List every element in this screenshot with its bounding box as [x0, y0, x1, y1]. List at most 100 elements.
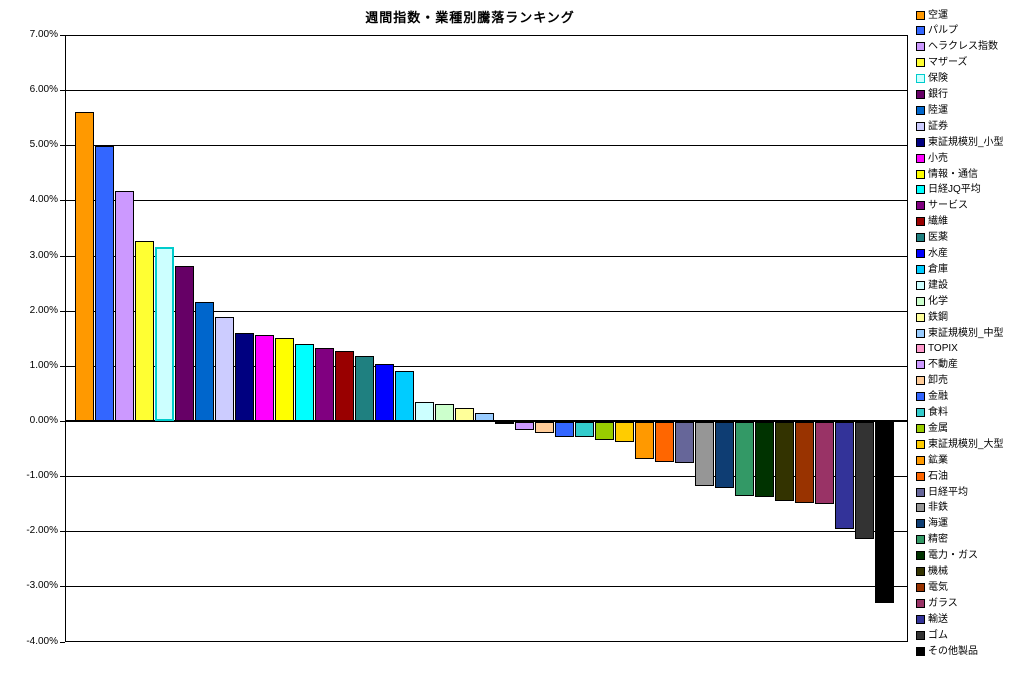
- legend-item-医薬[interactable]: 医薬: [916, 232, 948, 244]
- bar-機械[interactable]: [774, 422, 794, 502]
- legend-label: 銀行: [928, 89, 948, 100]
- legend-item-証券[interactable]: 証券: [916, 120, 948, 132]
- legend-item-建設[interactable]: 建設: [916, 279, 948, 291]
- bar-化学[interactable]: [434, 403, 454, 421]
- bar-建設[interactable]: [414, 401, 434, 421]
- bar-ヘラクレス指数[interactable]: [114, 191, 134, 421]
- legend-item-電気[interactable]: 電気: [916, 581, 948, 593]
- bar-ゴム[interactable]: [854, 422, 874, 539]
- legend-label: 日経JQ平均: [928, 184, 981, 196]
- legend-item-輸送[interactable]: 輸送: [916, 613, 948, 625]
- bar-不動産[interactable]: [514, 422, 534, 431]
- bar-日経平均[interactable]: [674, 422, 694, 463]
- bar-繊維[interactable]: [334, 350, 354, 421]
- bar-倉庫[interactable]: [394, 370, 414, 421]
- legend-item-ゴム[interactable]: ゴム: [916, 629, 948, 641]
- legend-item-東証規模別_中型[interactable]: 東証規模別_中型: [916, 327, 1004, 339]
- bar-情報・通信[interactable]: [274, 338, 294, 421]
- legend-item-化学[interactable]: 化学: [916, 295, 948, 307]
- bar-石油[interactable]: [654, 422, 674, 463]
- bar-証券[interactable]: [214, 316, 234, 421]
- legend-item-精密[interactable]: 精密: [916, 534, 948, 546]
- legend-item-電力・ガス[interactable]: 電力・ガス: [916, 550, 978, 562]
- bar-医薬[interactable]: [354, 356, 374, 421]
- legend-swatch-icon: [916, 392, 925, 402]
- bar-東証規模別_中型[interactable]: [474, 413, 494, 421]
- bar-金融[interactable]: [554, 422, 574, 438]
- legend-swatch-icon: [916, 185, 925, 195]
- bar-水産[interactable]: [374, 364, 394, 421]
- y-axis-label: 1.00%: [29, 359, 58, 371]
- legend-item-日経平均[interactable]: 日経平均: [916, 486, 968, 498]
- legend-item-TOPIX[interactable]: TOPIX: [916, 343, 958, 355]
- bar-日経JQ平均[interactable]: [294, 343, 314, 421]
- legend-item-機械[interactable]: 機械: [916, 566, 948, 578]
- bar-TOPIX[interactable]: [494, 422, 514, 424]
- legend-item-東証規模別_小型[interactable]: 東証規模別_小型: [916, 136, 1004, 148]
- legend-label: 建設: [928, 279, 948, 291]
- legend-item-ヘラクレス指数[interactable]: ヘラクレス指数: [916, 41, 998, 53]
- legend-item-マザーズ[interactable]: マザーズ: [916, 57, 968, 69]
- bar-保険[interactable]: [154, 247, 174, 421]
- legend-swatch-icon: [916, 137, 925, 147]
- bar-鉄鋼[interactable]: [454, 407, 474, 421]
- bar-東証規模別_小型[interactable]: [234, 333, 254, 421]
- legend-label: 機械: [928, 566, 948, 577]
- legend-swatch-icon: [916, 105, 925, 115]
- legend-item-保険[interactable]: 保険: [916, 73, 948, 85]
- legend-item-銀行[interactable]: 銀行: [916, 89, 948, 101]
- legend-item-海運[interactable]: 海運: [916, 518, 948, 530]
- legend-swatch-icon: [916, 471, 925, 481]
- bar-銀行[interactable]: [174, 266, 194, 421]
- legend-item-日経JQ平均[interactable]: 日経JQ平均: [916, 184, 981, 196]
- bar-非鉄[interactable]: [694, 422, 714, 486]
- legend-item-鉱業[interactable]: 鉱業: [916, 454, 948, 466]
- legend-item-卸売[interactable]: 卸売: [916, 375, 948, 387]
- legend-item-情報・通信[interactable]: 情報・通信: [916, 168, 978, 180]
- legend-item-空運[interactable]: 空運: [916, 9, 948, 21]
- legend-label: 証券: [928, 120, 948, 132]
- y-axis-tick: [60, 476, 65, 478]
- legend-item-東証規模別_大型[interactable]: 東証規模別_大型: [916, 438, 1004, 450]
- bar-電気[interactable]: [794, 422, 814, 503]
- legend-label: 卸売: [928, 375, 948, 387]
- bar-サービス[interactable]: [314, 347, 334, 421]
- legend-swatch-icon: [916, 312, 925, 322]
- bar-空運[interactable]: [74, 112, 94, 421]
- legend-item-陸運[interactable]: 陸運: [916, 104, 948, 116]
- legend-item-不動産[interactable]: 不動産: [916, 359, 958, 371]
- legend-item-パルプ[interactable]: パルプ: [916, 25, 958, 37]
- bar-小売[interactable]: [254, 334, 274, 421]
- legend-item-サービス[interactable]: サービス: [916, 200, 968, 212]
- legend-item-小売[interactable]: 小売: [916, 152, 948, 164]
- legend-label: 情報・通信: [928, 168, 978, 180]
- bar-精密[interactable]: [734, 422, 754, 496]
- legend-item-繊維[interactable]: 繊維: [916, 216, 948, 228]
- bar-卸売[interactable]: [534, 422, 554, 434]
- legend-item-その他製品[interactable]: その他製品: [916, 645, 978, 657]
- legend-item-非鉄[interactable]: 非鉄: [916, 502, 948, 514]
- legend-item-倉庫[interactable]: 倉庫: [916, 263, 948, 275]
- bar-パルプ[interactable]: [94, 145, 114, 421]
- legend-item-食料[interactable]: 食料: [916, 407, 948, 419]
- bar-食料[interactable]: [574, 422, 594, 438]
- bar-鉱業[interactable]: [634, 422, 654, 460]
- bar-マザーズ[interactable]: [134, 240, 154, 421]
- bar-金属[interactable]: [594, 422, 614, 441]
- legend-swatch-icon: [916, 423, 925, 433]
- bar-ガラス[interactable]: [814, 422, 834, 504]
- legend-item-石油[interactable]: 石油: [916, 470, 948, 482]
- legend-label: 精密: [928, 534, 948, 546]
- bar-輸送[interactable]: [834, 422, 854, 529]
- bar-その他製品[interactable]: [874, 422, 894, 604]
- bar-電力・ガス[interactable]: [754, 422, 774, 497]
- zero-axis-line: [65, 420, 908, 422]
- legend-item-金属[interactable]: 金属: [916, 422, 948, 434]
- legend-item-ガラス[interactable]: ガラス: [916, 597, 958, 609]
- legend-item-水産[interactable]: 水産: [916, 248, 948, 260]
- legend-item-金融[interactable]: 金融: [916, 391, 948, 403]
- bar-陸運[interactable]: [194, 302, 214, 421]
- bar-海運[interactable]: [714, 422, 734, 489]
- legend-item-鉄鋼[interactable]: 鉄鋼: [916, 311, 948, 323]
- bar-東証規模別_大型[interactable]: [614, 422, 634, 443]
